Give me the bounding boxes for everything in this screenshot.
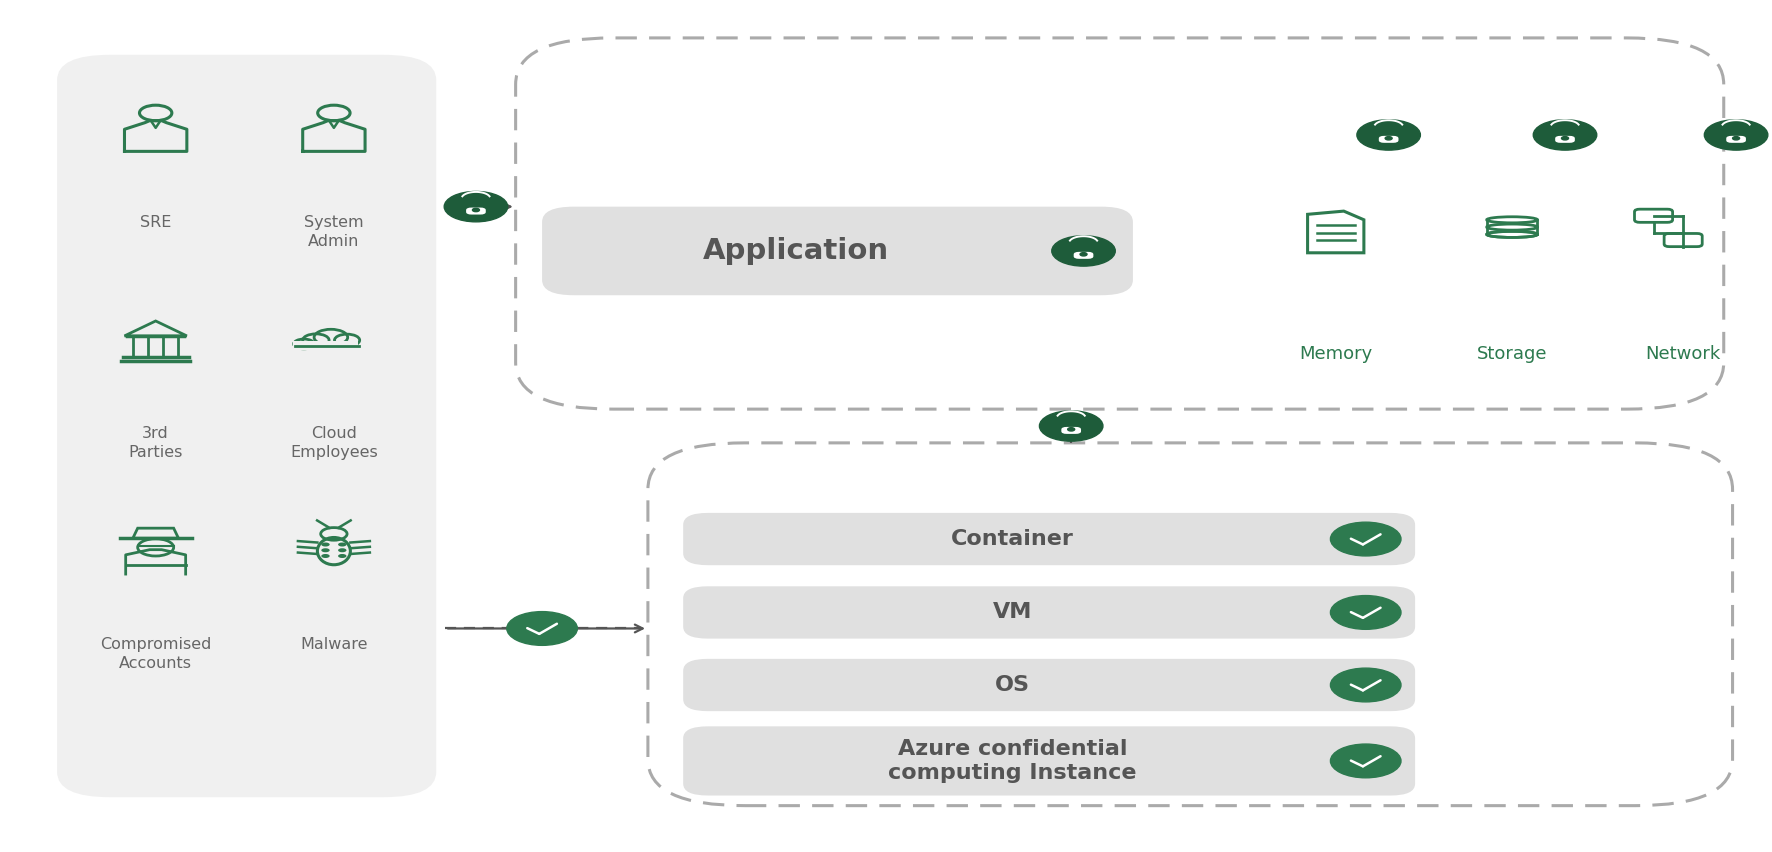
FancyBboxPatch shape	[684, 659, 1416, 711]
FancyBboxPatch shape	[684, 586, 1416, 639]
Circle shape	[1331, 596, 1402, 630]
Circle shape	[1040, 411, 1102, 441]
Circle shape	[338, 554, 347, 558]
Text: Memory: Memory	[1299, 345, 1372, 363]
Text: Cloud
Employees: Cloud Employees	[291, 426, 377, 459]
Text: VM: VM	[992, 602, 1033, 623]
FancyBboxPatch shape	[57, 55, 436, 797]
FancyBboxPatch shape	[1379, 135, 1398, 143]
Circle shape	[473, 209, 480, 211]
Text: Malware: Malware	[299, 637, 367, 652]
Circle shape	[1053, 236, 1115, 266]
FancyBboxPatch shape	[1074, 252, 1093, 259]
Circle shape	[1386, 136, 1393, 140]
FancyBboxPatch shape	[1726, 135, 1745, 143]
Circle shape	[321, 543, 330, 546]
Circle shape	[1331, 668, 1402, 702]
Circle shape	[1533, 120, 1597, 150]
FancyBboxPatch shape	[684, 513, 1416, 565]
Text: System
Admin: System Admin	[305, 215, 363, 249]
Circle shape	[1357, 120, 1421, 150]
FancyBboxPatch shape	[1556, 135, 1575, 143]
FancyBboxPatch shape	[1061, 427, 1081, 434]
Circle shape	[1081, 252, 1086, 256]
Circle shape	[507, 612, 578, 645]
Circle shape	[1733, 136, 1740, 140]
FancyBboxPatch shape	[684, 727, 1416, 796]
Circle shape	[321, 554, 330, 558]
Circle shape	[321, 548, 330, 552]
Text: Network: Network	[1646, 345, 1721, 363]
Text: OS: OS	[996, 675, 1030, 695]
Circle shape	[1561, 136, 1568, 140]
Circle shape	[338, 548, 347, 552]
Text: 3rd
Parties: 3rd Parties	[129, 426, 183, 459]
Circle shape	[445, 192, 509, 222]
FancyBboxPatch shape	[292, 341, 358, 349]
FancyBboxPatch shape	[466, 208, 486, 215]
Circle shape	[338, 543, 347, 546]
Circle shape	[1331, 744, 1402, 778]
Text: Azure confidential
computing Instance: Azure confidential computing Instance	[888, 740, 1138, 782]
Circle shape	[1069, 428, 1074, 431]
Text: SRE: SRE	[140, 215, 172, 230]
Circle shape	[1331, 522, 1402, 556]
Text: Storage: Storage	[1476, 345, 1547, 363]
Circle shape	[1705, 120, 1768, 150]
Text: Container: Container	[952, 529, 1074, 549]
Text: Compromised
Accounts: Compromised Accounts	[99, 637, 211, 671]
FancyBboxPatch shape	[542, 207, 1132, 296]
Text: Application: Application	[703, 237, 890, 265]
